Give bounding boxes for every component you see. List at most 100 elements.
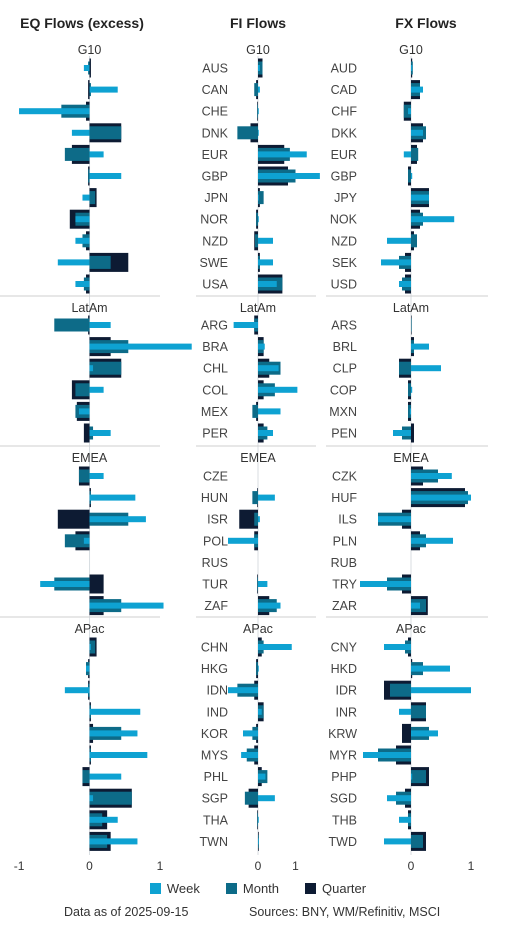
fx-flows-category-label: INR bbox=[335, 705, 357, 719]
fx-flows-category-label: NZD bbox=[331, 234, 357, 248]
fi-flows-week-bar bbox=[258, 795, 275, 802]
fx-flows-category-label: RUB bbox=[331, 556, 357, 570]
fi-flows-category-label: CAN bbox=[202, 83, 228, 97]
fx-flows-category-label: TWD bbox=[329, 835, 357, 849]
eq-flows-excess-month-bar bbox=[54, 318, 90, 332]
fi-flows-category-label: CZE bbox=[203, 470, 228, 484]
fx-flows-tick-label: 1 bbox=[468, 859, 475, 870]
eq-flows-excess-tick-label: 1 bbox=[157, 859, 164, 870]
eq-flows-excess-tick-label: 0 bbox=[86, 859, 93, 870]
fx-flows-section-label: G10 bbox=[399, 43, 423, 57]
fx-flows-month-bar bbox=[408, 404, 411, 418]
fx-flows-week-bar bbox=[411, 365, 441, 372]
fi-flows-week-bar bbox=[228, 687, 258, 694]
fx-flows-month-bar bbox=[411, 834, 423, 848]
eq-flows-excess-month-bar bbox=[89, 255, 111, 269]
fx-flows-week-bar bbox=[408, 108, 411, 115]
fx-flows-category-label: SGD bbox=[330, 792, 357, 806]
fx-flows-week-bar bbox=[411, 687, 471, 694]
fi-flows-category-label: CHL bbox=[203, 362, 228, 376]
fx-flows-category-label: DKK bbox=[331, 126, 357, 140]
fx-flows-category-label: KRW bbox=[328, 727, 357, 741]
fx-flows-category-label: NOK bbox=[330, 213, 358, 227]
fi-flows-month-bar bbox=[252, 491, 258, 505]
fx-flows-week-bar bbox=[399, 708, 411, 715]
fi-flows-category-label: RUS bbox=[202, 556, 228, 570]
fx-flows-week-bar bbox=[399, 281, 411, 287]
flows-chart: EQ Flows (excess) G10 LatAm EMEA APac -1 0 1 FI … bbox=[0, 15, 488, 870]
fx-flows-week-bar bbox=[411, 386, 413, 393]
legend-quarter-label: Quarter bbox=[322, 880, 367, 896]
fi-flows-week-bar bbox=[258, 281, 277, 287]
eq-flows-excess-week-bar bbox=[71, 129, 90, 136]
fi-flows-category-label: TUR bbox=[202, 578, 228, 592]
fx-flows-quarter-bar bbox=[411, 423, 414, 443]
fi-flows-category-label: NZD bbox=[202, 234, 228, 248]
fx-flows-category-label: IDR bbox=[335, 684, 357, 698]
fx-flows-category-label: MXN bbox=[329, 405, 357, 419]
fi-flows-week-bar bbox=[258, 773, 266, 780]
eq-flows-excess-week-bar bbox=[89, 365, 94, 372]
fi-flows-section-label: EMEA bbox=[240, 451, 276, 465]
fx-flows-category-label: PLN bbox=[333, 534, 357, 548]
fx-flows-category-label: CLP bbox=[333, 362, 357, 376]
fx-flows-week-bar bbox=[411, 129, 423, 136]
fi-flows-category-label: POL bbox=[203, 534, 228, 548]
fi-flows-week-bar bbox=[258, 665, 259, 672]
fi-flows-category-label: USA bbox=[202, 278, 228, 292]
eq-flows-excess-tick-label: -1 bbox=[14, 859, 25, 870]
eq-flows-excess-month-bar bbox=[89, 191, 96, 205]
eq-flows-excess-week-bar bbox=[89, 151, 104, 158]
fx-flows-category-label: PHP bbox=[331, 770, 357, 784]
legend-month-label: Month bbox=[242, 880, 280, 896]
fi-flows-category-label: HUN bbox=[201, 491, 228, 505]
fx-flows-month-bar bbox=[408, 169, 411, 183]
eq-flows-excess-week-bar bbox=[83, 537, 90, 544]
fi-flows-week-bar bbox=[258, 408, 281, 415]
fi-flows-week-bar bbox=[258, 365, 279, 372]
eq-flows-excess-week-bar bbox=[89, 386, 104, 393]
eq-flows-excess-week-bar bbox=[82, 194, 90, 201]
fx-flows-category-label: BRL bbox=[333, 340, 357, 354]
legend-month: Month bbox=[225, 878, 280, 898]
eq-flows-excess-month-bar bbox=[78, 469, 90, 483]
fi-flows-category-label: ZAF bbox=[204, 599, 228, 613]
eq-flows-excess-week-bar bbox=[89, 602, 164, 609]
fi-flows-category-label: DNK bbox=[202, 126, 229, 140]
eq-flows-excess-quarter-bar bbox=[57, 509, 90, 529]
fx-flows-category-label: HKD bbox=[331, 662, 357, 676]
fx-flows-week-bar bbox=[411, 473, 452, 479]
eq-flows-excess-week-bar bbox=[75, 216, 90, 223]
fx-flows-month-bar bbox=[411, 705, 426, 719]
fi-flows-week-bar bbox=[258, 708, 262, 715]
fi-flows-month-bar bbox=[254, 83, 258, 97]
fx-flows-section-label: APac bbox=[396, 622, 426, 636]
eq-flows-excess-section-label: G10 bbox=[78, 43, 102, 57]
eq-flows-excess-week-bar bbox=[75, 237, 90, 244]
eq-flows-excess-week-bar bbox=[83, 65, 90, 71]
eq-flows-excess-week-bar bbox=[86, 665, 90, 672]
fx-flows-category-label: ZAR bbox=[332, 599, 357, 613]
fx-flows-week-bar bbox=[360, 581, 411, 587]
fx-flows-category-label: PEN bbox=[331, 427, 357, 441]
fx-flows-week-bar bbox=[411, 494, 471, 501]
fx-flows-category-label: ARS bbox=[331, 319, 357, 333]
eq-flows-excess-month-bar bbox=[64, 534, 90, 548]
fi-flows-week-bar bbox=[241, 752, 258, 758]
eq-flows-excess-month-bar bbox=[89, 361, 122, 375]
sources-note: Sources: BNY, WM/Refinitiv, MSCI bbox=[249, 905, 441, 919]
fi-flows-tick-label: 0 bbox=[255, 859, 262, 870]
eq-flows-excess-week-bar bbox=[89, 516, 146, 523]
fi-flows-category-label: IND bbox=[206, 705, 228, 719]
fi-flows-category-label: ARG bbox=[201, 319, 228, 333]
fx-flows-week-bar bbox=[363, 752, 411, 758]
eq-flows-excess-month-bar bbox=[89, 791, 132, 805]
fi-flows-week-bar bbox=[258, 516, 260, 523]
fi-flows-week-bar bbox=[258, 602, 281, 609]
fx-flows-week-bar bbox=[393, 430, 411, 436]
fi-flows-month-bar bbox=[257, 104, 258, 118]
eq-flows-excess-quarter-bar bbox=[83, 423, 90, 443]
fx-flows-week-bar bbox=[411, 665, 450, 672]
eq-flows-excess-week-bar bbox=[89, 752, 148, 758]
eq-flows-excess-week-bar bbox=[89, 708, 141, 715]
